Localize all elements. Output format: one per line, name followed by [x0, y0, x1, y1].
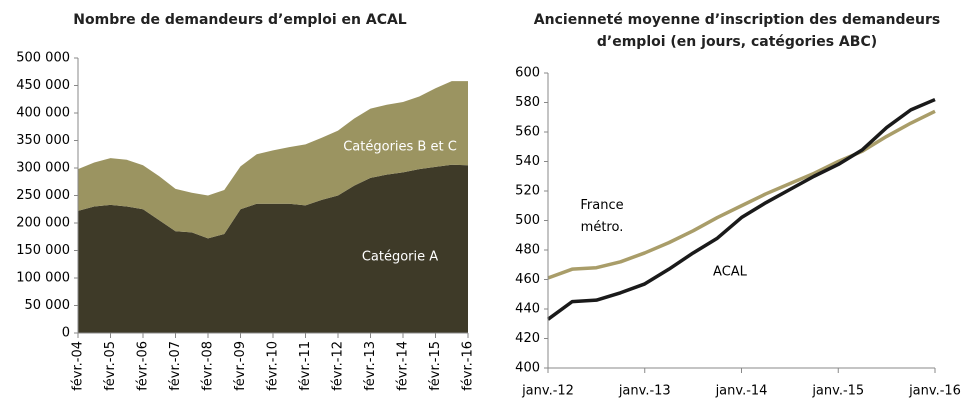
- x-tick-label: janv.-15: [811, 384, 864, 399]
- y-tick-label: 400: [515, 361, 540, 376]
- y-tick-label: 460: [515, 272, 540, 287]
- area: [78, 164, 468, 333]
- series-label: ACAL: [713, 265, 748, 280]
- y-tick-label: 250 000: [16, 188, 70, 203]
- y-tick-label: 50 000: [25, 298, 71, 313]
- x-tick-label: févr.-12: [331, 341, 346, 391]
- chart-title: Nombre de demandeurs d’emploi en ACAL: [73, 12, 407, 28]
- text-line: Nombre de demandeurs d’emploi en ACAL: [73, 12, 407, 28]
- y-tick-label: 100 000: [16, 271, 70, 286]
- y-tick-label: 480: [515, 243, 540, 258]
- y-tick-label: 440: [515, 302, 540, 317]
- y-tick-label: 520: [515, 184, 540, 199]
- x-tick-label: févr.-15: [428, 341, 443, 391]
- text-line: métro.: [581, 220, 624, 235]
- y-tick-label: 420: [515, 331, 540, 346]
- y-tick-label: 540: [515, 154, 540, 169]
- x-tick-label: févr.-09: [233, 341, 248, 391]
- chart-title: Ancienneté moyenne d’inscription des dem…: [534, 12, 940, 50]
- x-tick-label: févr.-14: [396, 341, 411, 391]
- x-tick-label: janv.-13: [618, 384, 671, 399]
- text-line: d’emploi (en jours, catégories ABC): [597, 34, 877, 50]
- x-tick-label: févr.-07: [168, 341, 183, 391]
- area: [78, 81, 468, 239]
- line: [546, 97, 936, 321]
- x-tick-label: janv.-12: [521, 384, 574, 399]
- y-tick-label: 200 000: [16, 216, 70, 231]
- y-tick-label: 300 000: [16, 161, 70, 176]
- y-tick-label: 150 000: [16, 243, 70, 258]
- x-tick-label: févr.-04: [71, 341, 86, 391]
- text-line: Ancienneté moyenne d’inscription des dem…: [534, 12, 940, 28]
- x-tick-label: févr.-16: [461, 341, 476, 391]
- line: [547, 109, 936, 280]
- x-tick-label: févr.-08: [201, 341, 216, 391]
- x-tick-label: févr.-11: [298, 341, 313, 391]
- y-tick-label: 500: [515, 213, 540, 228]
- x-tick-label: févr.-10: [266, 341, 281, 391]
- x-tick-label: févr.-05: [103, 341, 118, 391]
- y-tick-label: 0: [62, 326, 70, 341]
- y-tick-label: 600: [515, 66, 540, 81]
- series-label: Catégorie A: [362, 250, 438, 265]
- x-tick-label: janv.-16: [908, 384, 961, 399]
- x-tick-label: janv.-14: [715, 384, 768, 399]
- y-tick-label: 580: [515, 95, 540, 110]
- y-tick-label: 400 000: [16, 106, 70, 121]
- x-tick-label: févr.-13: [363, 341, 378, 391]
- x-tick-label: févr.-06: [136, 341, 151, 391]
- y-tick-label: 560: [515, 125, 540, 140]
- y-tick-label: 450 000: [16, 78, 70, 93]
- text-line: France: [580, 198, 623, 213]
- series-label: France métro.: [580, 198, 623, 235]
- y-tick-label: 350 000: [16, 133, 70, 148]
- y-tick-label: 500 000: [16, 51, 70, 66]
- series-label: Catégories B et C: [343, 140, 457, 155]
